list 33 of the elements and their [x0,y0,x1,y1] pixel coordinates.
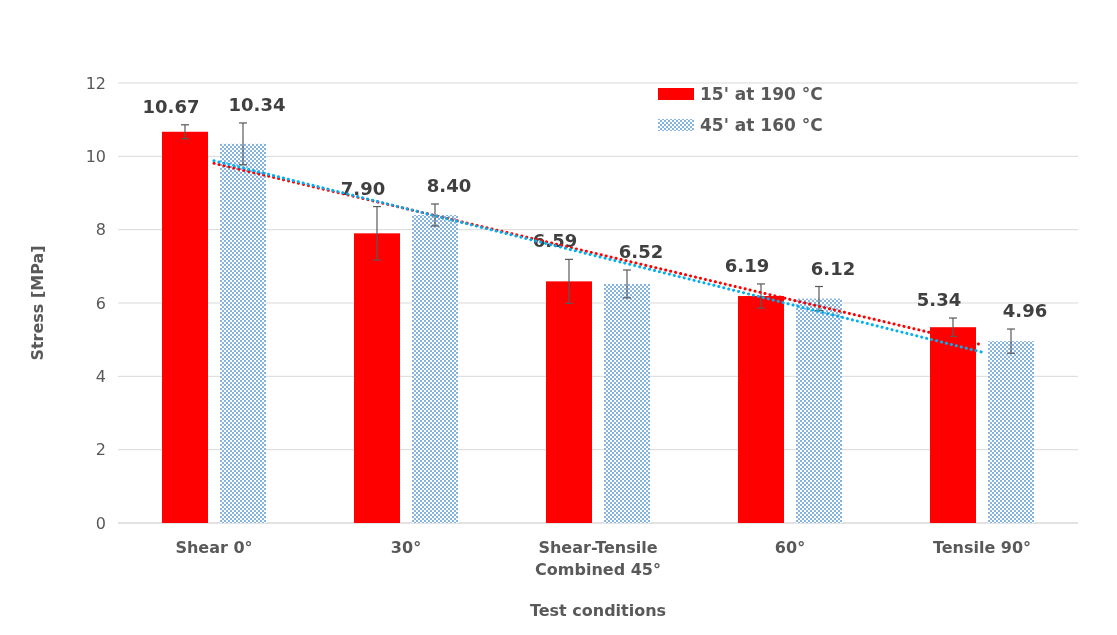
y-tick-label: 4 [95,366,106,386]
y-tick-label: 10 [85,146,106,166]
y-tick-label: 12 [85,73,106,93]
data-label: 8.40 [426,175,472,196]
data-label: 4.96 [1002,300,1048,322]
y-tick-label: 8 [95,220,106,240]
legend-label: 15' at 190 °C [700,83,823,104]
x-tick-label: Shear 0° [175,538,253,557]
data-label: 6.52 [618,241,664,262]
bar [604,283,650,523]
y-tick-label: 6 [95,293,106,313]
y-tick-label: 0 [95,513,106,533]
data-label: 10.34 [228,93,286,115]
bar [162,131,208,523]
bar [354,233,400,523]
bar [412,215,458,523]
y-tick-label: 2 [95,440,106,460]
data-label: 10.67 [142,95,200,117]
data-label: 7.90 [340,177,386,199]
data-label: 6.12 [810,257,856,279]
bar [220,143,266,523]
x-tick-label: Shear-Tensile Combined 45° [535,538,661,579]
bar [988,341,1034,523]
bar [546,281,592,523]
y-axis-title: Stress [MPa] [28,245,47,361]
x-tick-label: 60° [774,538,806,557]
x-axis-title: Test conditions [529,601,667,620]
data-label: 5.34 [916,289,962,311]
data-label: 6.19 [724,254,770,276]
legend-label: 45' at 160 °C [700,114,823,135]
x-tick-label: Tensile 90° [932,538,1032,557]
bar [796,298,842,523]
x-tick-label: 30° [390,538,422,557]
